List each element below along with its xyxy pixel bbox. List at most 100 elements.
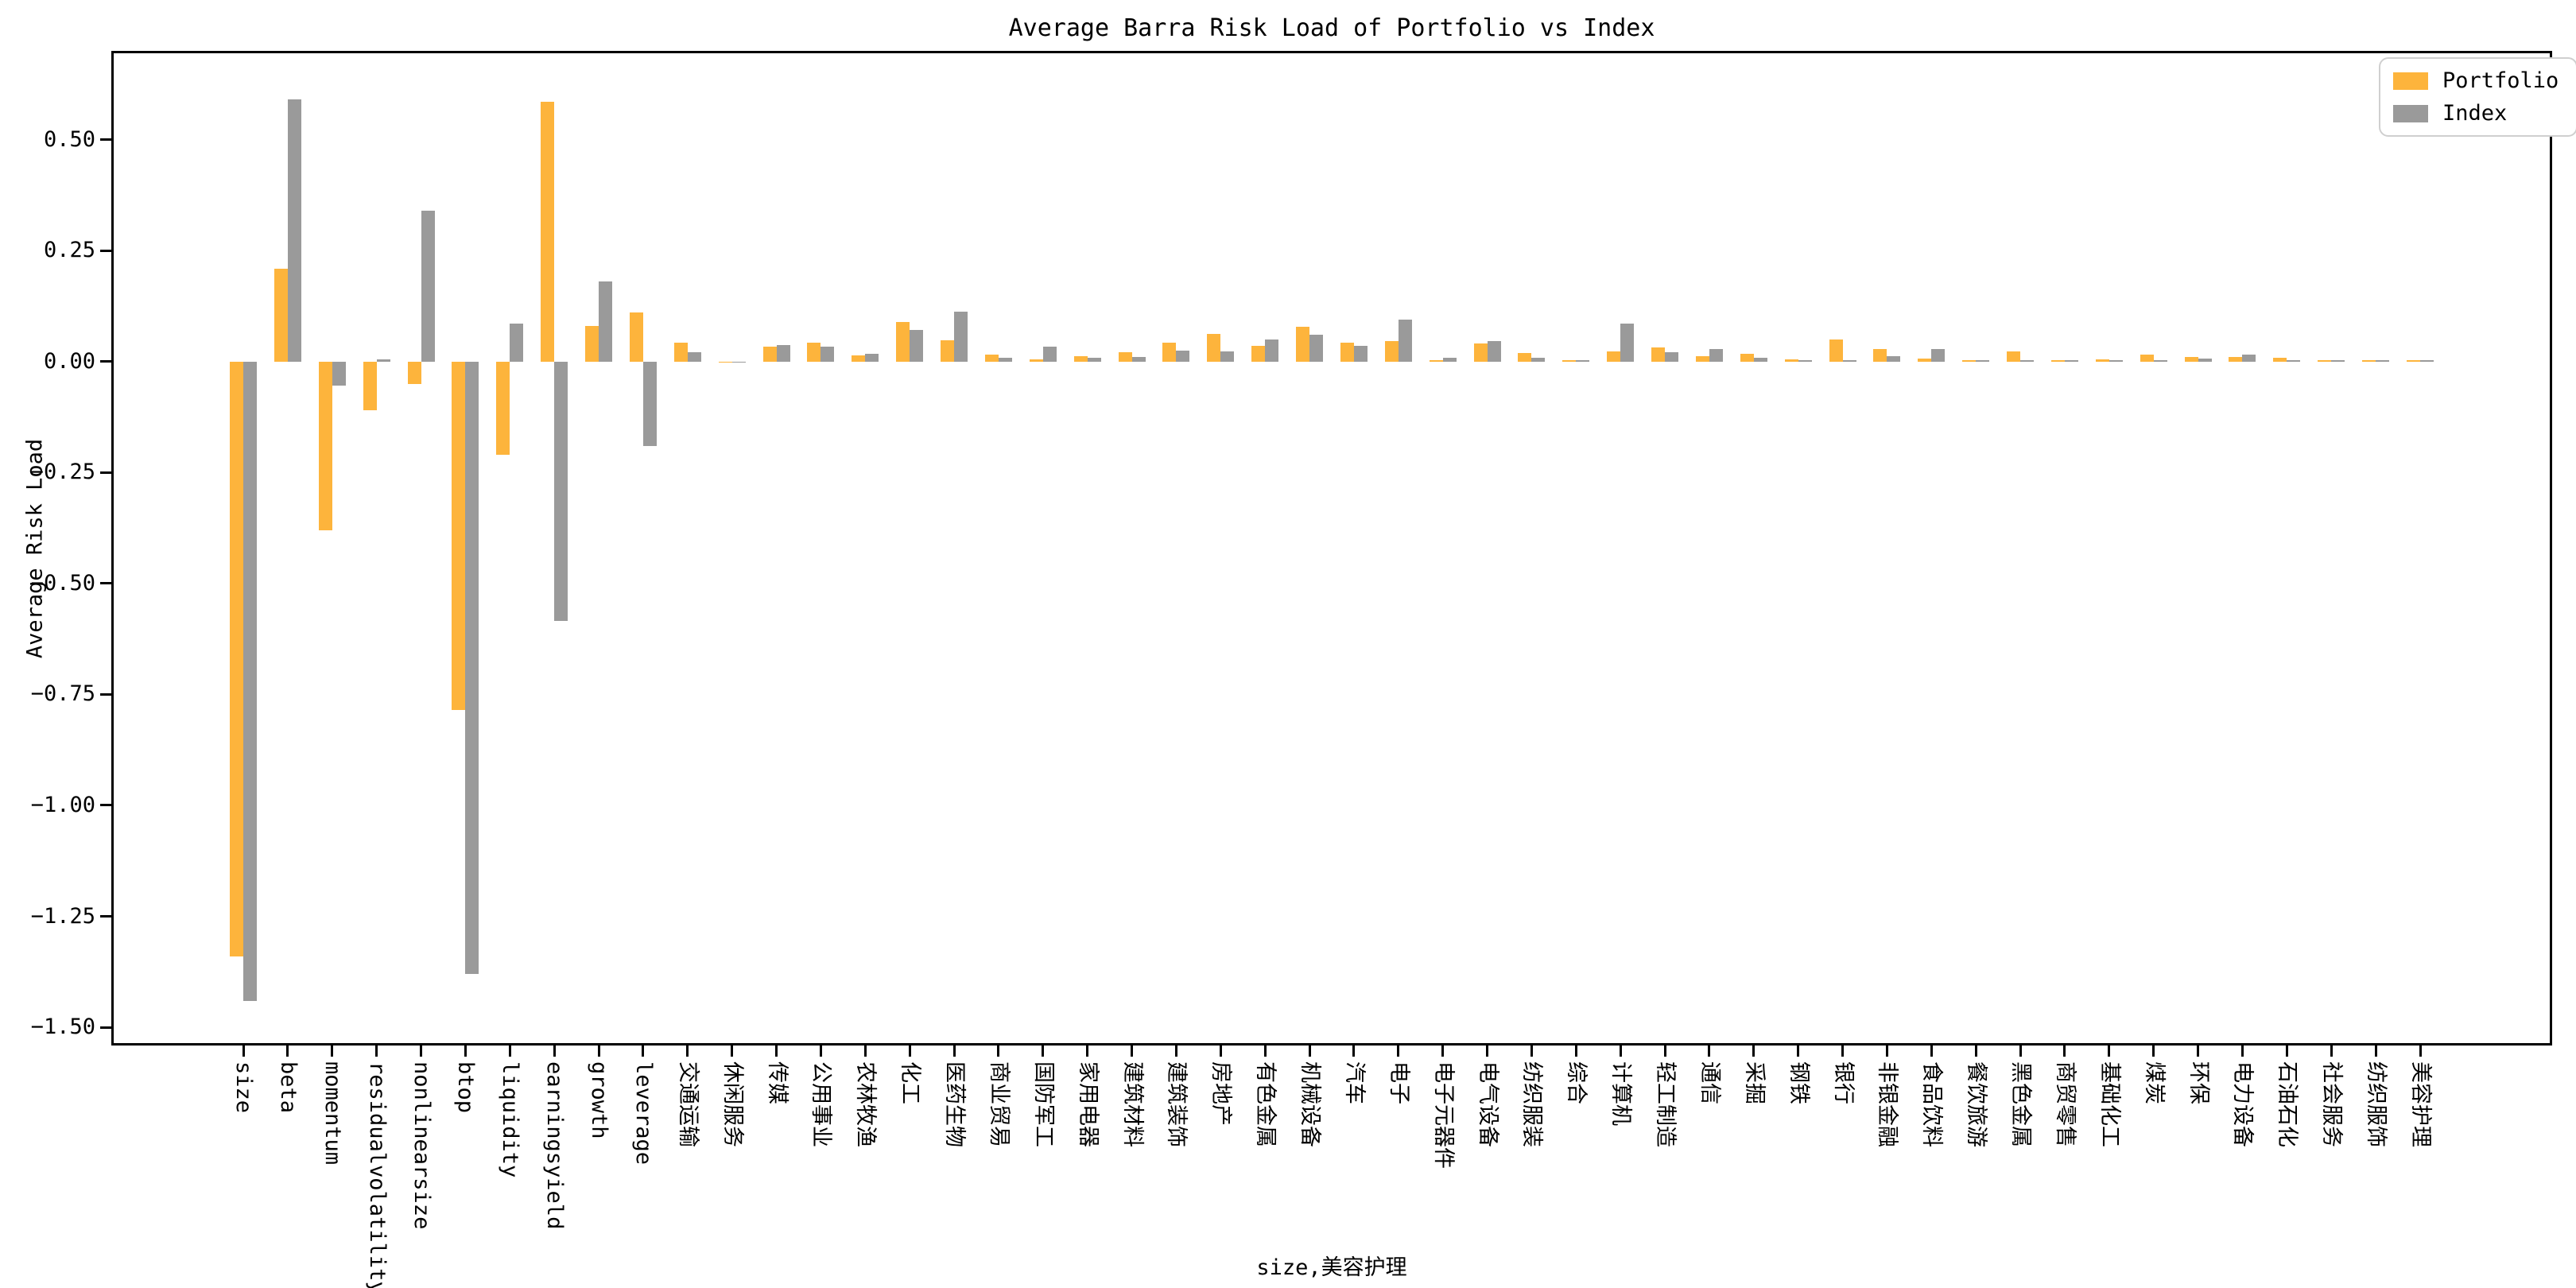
- bar-index-29: [1531, 358, 1546, 362]
- bar-index-27: [1442, 358, 1457, 362]
- x-tick-mark: [2240, 1046, 2244, 1057]
- bar-portfolio-17: [984, 355, 999, 362]
- x-tick-mark: [597, 1046, 600, 1057]
- y-tick-mark: [100, 915, 111, 918]
- bar-portfolio-7: [541, 102, 555, 362]
- x-tick-label: 建筑装饰: [1164, 1061, 1189, 1147]
- x-tick-mark: [2108, 1046, 2111, 1057]
- bar-index-35: [1798, 360, 1812, 362]
- x-tick-mark: [1219, 1046, 1222, 1057]
- x-tick-mark: [863, 1046, 867, 1057]
- x-tick-label: 电子: [1386, 1061, 1411, 1104]
- bar-index-36: [1842, 359, 1856, 362]
- bar-index-25: [1353, 346, 1368, 362]
- x-tick-mark: [1841, 1046, 1845, 1057]
- x-tick-mark: [1930, 1046, 1933, 1057]
- x-tick-label: 石油石化: [2275, 1061, 2300, 1147]
- x-tick-label: 纺织服饰: [2364, 1061, 2389, 1147]
- x-tick-label: 餐饮旅游: [1964, 1061, 1989, 1147]
- x-tick-label: 银行: [1830, 1061, 1856, 1104]
- x-tick-label: 纺织服装: [1519, 1061, 1545, 1147]
- bar-index-26: [1398, 320, 1412, 362]
- bar-index-24: [1309, 334, 1324, 362]
- bar-portfolio-19: [1073, 356, 1088, 362]
- bar-index-33: [1709, 349, 1723, 362]
- y-tick-mark: [100, 582, 111, 585]
- x-tick-mark: [642, 1046, 645, 1057]
- bar-index-37: [1887, 355, 1901, 362]
- x-tick-label: liquidity: [498, 1061, 523, 1178]
- x-tick-label: 医药生物: [942, 1061, 968, 1147]
- x-tick-mark: [952, 1046, 956, 1057]
- x-tick-mark: [2063, 1046, 2066, 1057]
- bar-portfolio-41: [2050, 360, 2065, 362]
- x-tick-mark: [2285, 1046, 2288, 1057]
- x-tick-label: 通信: [1697, 1061, 1722, 1104]
- x-tick-label: 社会服务: [2319, 1061, 2345, 1147]
- bar-index-17: [998, 358, 1012, 362]
- x-tick-label: nonlinearsize: [409, 1061, 434, 1230]
- bar-portfolio-35: [1784, 359, 1798, 362]
- bar-index-40: [2020, 359, 2035, 362]
- bar-index-30: [1576, 359, 1590, 362]
- bar-portfolio-4: [407, 361, 421, 384]
- x-tick-mark: [242, 1046, 245, 1057]
- bar-portfolio-48: [2362, 360, 2376, 362]
- x-tick-label: 汽车: [1341, 1061, 1367, 1104]
- x-tick-label: 休闲服务: [720, 1061, 745, 1147]
- x-tick-mark: [1486, 1046, 1489, 1057]
- bar-portfolio-10: [673, 343, 688, 362]
- x-tick-label: 房地产: [1208, 1061, 1234, 1126]
- bar-portfolio-40: [2007, 351, 2021, 362]
- bar-portfolio-26: [1384, 340, 1399, 362]
- x-tick-label: 商贸零售: [2052, 1061, 2077, 1147]
- x-tick-label: 电力设备: [2230, 1061, 2256, 1147]
- y-tick-mark: [100, 692, 111, 696]
- x-tick-mark: [553, 1046, 556, 1057]
- x-tick-label: 机械设备: [1298, 1061, 1323, 1147]
- x-tick-mark: [1708, 1046, 1711, 1057]
- x-tick-label: 基础化工: [2097, 1061, 2122, 1147]
- x-tick-label: 化工: [898, 1061, 923, 1104]
- y-tick-label: −0.75: [30, 681, 95, 707]
- bar-portfolio-5: [452, 361, 466, 710]
- x-tick-label: 食品饮料: [1919, 1061, 1945, 1147]
- x-tick-label: earningsyield: [542, 1061, 568, 1230]
- legend-item-index: Index: [2393, 101, 2559, 126]
- x-tick-mark: [2197, 1046, 2200, 1057]
- bar-index-39: [1976, 360, 1990, 362]
- bar-portfolio-12: [762, 346, 777, 362]
- bar-portfolio-37: [1873, 349, 1887, 362]
- bar-portfolio-28: [1473, 343, 1488, 362]
- bar-portfolio-31: [1607, 351, 1621, 362]
- x-tick-mark: [420, 1046, 422, 1057]
- bar-index-34: [1753, 358, 1767, 362]
- bar-index-23: [1265, 339, 1279, 362]
- legend-swatch-index: [2393, 104, 2428, 122]
- x-tick-mark: [1574, 1046, 1577, 1057]
- bar-portfolio-30: [1562, 360, 1577, 362]
- y-tick-label: −0.50: [30, 570, 95, 596]
- bar-index-8: [599, 281, 613, 362]
- x-tick-mark: [908, 1046, 911, 1057]
- chart-title: Average Barra Risk Load of Portfolio vs …: [1008, 14, 1655, 42]
- x-tick-mark: [1530, 1046, 1533, 1057]
- legend-label-index: Index: [2442, 101, 2508, 126]
- y-tick-label: 0.50: [43, 126, 95, 152]
- x-tick-mark: [1352, 1046, 1356, 1057]
- x-axis-label: size,美容护理: [1256, 1255, 1407, 1280]
- y-tick-label: 0.25: [43, 238, 95, 263]
- x-tick-mark: [286, 1046, 289, 1057]
- x-tick-label: 家用电器: [1075, 1061, 1100, 1147]
- bar-index-15: [910, 330, 924, 362]
- bar-portfolio-8: [585, 326, 599, 362]
- bar-index-9: [642, 361, 657, 446]
- x-tick-mark: [1174, 1046, 1177, 1057]
- x-tick-label: 传媒: [764, 1061, 789, 1104]
- bar-portfolio-47: [2318, 360, 2332, 362]
- legend-item-portfolio: Portfolio: [2393, 68, 2559, 93]
- bar-portfolio-38: [1918, 358, 1932, 362]
- bar-index-28: [1487, 341, 1501, 362]
- x-tick-mark: [686, 1046, 689, 1057]
